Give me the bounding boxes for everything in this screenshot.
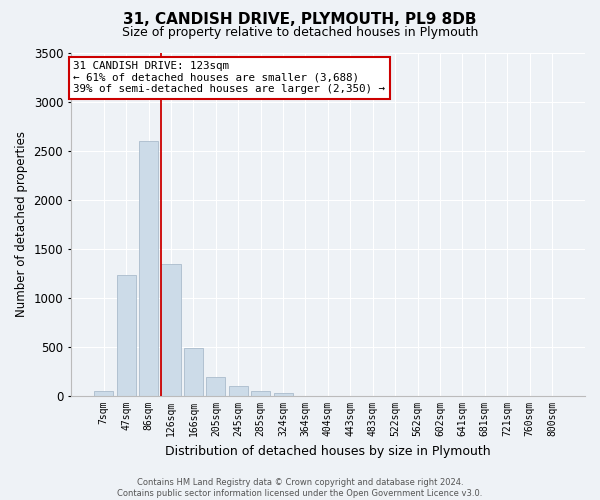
Text: 31 CANDISH DRIVE: 123sqm
← 61% of detached houses are smaller (3,688)
39% of sem: 31 CANDISH DRIVE: 123sqm ← 61% of detach… <box>73 61 385 94</box>
Bar <box>184 348 203 396</box>
Bar <box>94 391 113 396</box>
Bar <box>251 391 270 396</box>
Bar <box>274 392 293 396</box>
Bar <box>229 386 248 396</box>
Text: Size of property relative to detached houses in Plymouth: Size of property relative to detached ho… <box>122 26 478 39</box>
Text: 31, CANDISH DRIVE, PLYMOUTH, PL9 8DB: 31, CANDISH DRIVE, PLYMOUTH, PL9 8DB <box>123 12 477 28</box>
Bar <box>161 264 181 396</box>
Bar <box>116 276 136 396</box>
Y-axis label: Number of detached properties: Number of detached properties <box>15 132 28 318</box>
Text: Contains HM Land Registry data © Crown copyright and database right 2024.
Contai: Contains HM Land Registry data © Crown c… <box>118 478 482 498</box>
Bar <box>139 141 158 396</box>
Bar <box>206 377 226 396</box>
X-axis label: Distribution of detached houses by size in Plymouth: Distribution of detached houses by size … <box>165 444 491 458</box>
